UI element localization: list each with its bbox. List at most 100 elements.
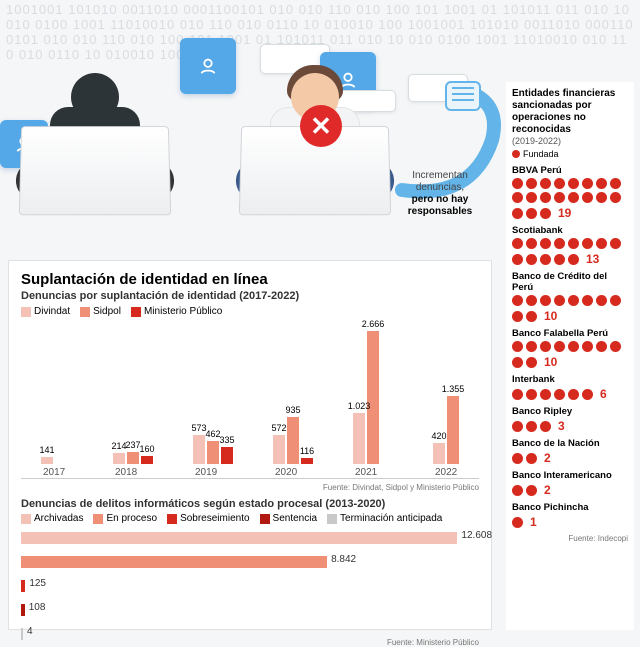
bar <box>141 456 153 464</box>
dot-icon <box>512 341 523 352</box>
dot-icon <box>582 295 593 306</box>
bar <box>273 435 285 464</box>
entities-list: BBVA Perú19 Scotiabank13 Banco de Crédito … <box>512 165 628 529</box>
entity: BBVA Perú19 <box>512 165 628 220</box>
dot-icon <box>512 238 523 249</box>
callout-line2: pero no hay responsables <box>390 194 490 218</box>
dot-icon <box>526 421 537 432</box>
entity: Banco Interamericano2 <box>512 470 628 497</box>
dot-icon <box>512 178 523 189</box>
dot-icon <box>512 192 523 203</box>
entity: Banco de Crédito del Perú10 <box>512 271 628 323</box>
dot-icon <box>526 311 537 322</box>
id-card-icon <box>180 38 236 94</box>
sidebar-legend: Fundada <box>512 149 628 159</box>
sidebar-source: Fuente: Indecopi <box>512 534 628 543</box>
dot-icon <box>512 517 523 528</box>
dot-icon <box>540 341 551 352</box>
dot-icon <box>568 389 579 400</box>
dot-icon <box>540 178 551 189</box>
dot-icon <box>540 295 551 306</box>
entity: Interbank6 <box>512 374 628 401</box>
dot-icon <box>554 389 565 400</box>
dot-icon <box>512 254 523 265</box>
dot-icon <box>526 238 537 249</box>
dot-icon <box>554 238 565 249</box>
dot-icon <box>512 485 523 496</box>
dot-icon <box>582 192 593 203</box>
dot-icon <box>582 238 593 249</box>
dot-icon <box>596 178 607 189</box>
chart2-subtitle: Denuncias de delitos informáticos según … <box>21 498 479 510</box>
dot-icon <box>568 295 579 306</box>
chart2-plot: 12.6088.8421251084 <box>21 528 479 638</box>
dot-icon <box>512 208 523 219</box>
dot-icon <box>512 295 523 306</box>
entity: Scotiabank13 <box>512 225 628 266</box>
dot-icon <box>554 178 565 189</box>
callout: Incrementan denuncias, pero no hay respo… <box>390 170 490 218</box>
dot-icon <box>526 208 537 219</box>
entity: Banco Falabella Perú10 <box>512 328 628 369</box>
dot-icon <box>512 311 523 322</box>
hbar <box>21 628 23 640</box>
dot-icon <box>610 178 621 189</box>
dot-icon <box>568 341 579 352</box>
dot-icon <box>554 341 565 352</box>
dot-icon <box>596 341 607 352</box>
dot-icon <box>512 453 523 464</box>
chart2-legend: ArchivadasEn procesoSobreseimientoSenten… <box>21 513 479 524</box>
dot-icon <box>610 295 621 306</box>
dot-icon <box>554 295 565 306</box>
hacker-figure <box>20 55 170 215</box>
dot-icon <box>596 238 607 249</box>
dot-icon <box>596 295 607 306</box>
dot-icon <box>540 238 551 249</box>
dot-icon <box>540 208 551 219</box>
sidebar-years: (2019-2022) <box>512 136 628 146</box>
dot-icon <box>582 389 593 400</box>
hbar <box>21 532 457 544</box>
bar <box>353 413 365 464</box>
bar <box>193 435 205 464</box>
dot-icon <box>512 421 523 432</box>
dot-icon <box>526 485 537 496</box>
callout-line1: Incrementan denuncias, <box>412 170 468 193</box>
error-x-icon: ✕ <box>300 105 342 147</box>
bar <box>41 457 53 464</box>
dot-icon <box>568 178 579 189</box>
chart1-source: Fuente: Divindat, Sidpol y Ministerio Pú… <box>21 483 479 492</box>
dot-icon <box>512 389 523 400</box>
bar <box>433 443 445 464</box>
dot-icon <box>596 192 607 203</box>
entity: Banco Pichincha1 <box>512 502 628 529</box>
dot-icon <box>554 254 565 265</box>
hbar <box>21 580 25 592</box>
charts-panel: Suplantación de identidad en línea Denun… <box>8 260 492 630</box>
dot-icon <box>610 238 621 249</box>
dot-icon <box>526 192 537 203</box>
dot-icon <box>540 389 551 400</box>
dot-icon <box>526 389 537 400</box>
dot-icon <box>526 341 537 352</box>
chart1-plot: 1412017214237160201857346233520195729351… <box>21 321 479 479</box>
dot-icon <box>568 192 579 203</box>
entity: Banco Ripley3 <box>512 406 628 433</box>
dot-icon <box>540 421 551 432</box>
dot-icon <box>582 178 593 189</box>
dot-icon <box>526 357 537 368</box>
hbar <box>21 604 25 616</box>
bar <box>113 453 125 464</box>
dot-icon <box>568 254 579 265</box>
dot-icon <box>540 192 551 203</box>
hbar <box>21 556 327 568</box>
dot-icon <box>568 238 579 249</box>
dot-icon <box>610 192 621 203</box>
dot-icon <box>540 254 551 265</box>
bar <box>301 458 313 464</box>
entity: Banco de la Nación2 <box>512 438 628 465</box>
dot-icon <box>526 254 537 265</box>
dot-icon <box>582 341 593 352</box>
dot-icon <box>526 295 537 306</box>
sidebar-title: Entidades financieras sancionadas por op… <box>512 88 628 136</box>
